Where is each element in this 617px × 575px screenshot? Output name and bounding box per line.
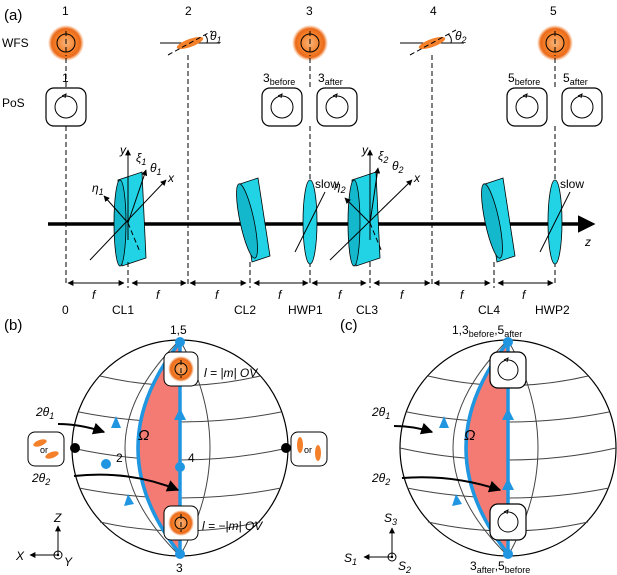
element-label-hwp1: HWP1 bbox=[288, 303, 323, 317]
axis-S1-label: S1 bbox=[344, 551, 357, 567]
sphere-c-arrow-theta2 bbox=[401, 476, 502, 493]
pos-label-5-after: 5after bbox=[563, 71, 588, 87]
pos-label: PoS bbox=[2, 96, 25, 110]
element-label-cl4: CL4 bbox=[478, 303, 500, 317]
half-wave-plate-1 bbox=[294, 179, 326, 265]
sphere-c-arrow-theta1 bbox=[393, 422, 434, 435]
sphere-c bbox=[399, 337, 617, 559]
cl3-y-label: y bbox=[361, 143, 369, 157]
f-label-7: f bbox=[460, 288, 465, 302]
sphere-c-2theta2-label: 2θ2 bbox=[371, 471, 390, 487]
panel-label-b: (b) bbox=[4, 317, 22, 334]
f-label-2: f bbox=[156, 288, 161, 302]
ov-top-label: l = |m| OV bbox=[204, 366, 258, 380]
position-3: 3 bbox=[306, 4, 313, 18]
sphere-c-top-label: 1,3before,5after bbox=[452, 323, 522, 339]
cl3-theta-label: θ2 bbox=[392, 159, 404, 175]
wfs-beam-5 bbox=[537, 25, 573, 61]
sphere-c-omega: Ω bbox=[464, 427, 475, 444]
pos-box-1 bbox=[45, 87, 87, 127]
f-label-1: f bbox=[92, 288, 97, 302]
axis-X-label: X bbox=[15, 549, 25, 563]
f-label-8: f bbox=[522, 288, 527, 302]
f-label-4: f bbox=[278, 288, 283, 302]
pos-label-3-after: 3after bbox=[318, 71, 343, 87]
sphere-b-middle-label: 4 bbox=[188, 451, 195, 465]
origin-label: 0 bbox=[62, 303, 69, 317]
f-label-5: f bbox=[338, 288, 343, 302]
sphere-b-top-label: 1,5 bbox=[170, 323, 187, 337]
cl3-axes bbox=[329, 149, 413, 261]
or-icon-right bbox=[290, 431, 328, 467]
sphere-b-2theta2-label: 2θ2 bbox=[31, 471, 50, 487]
sphere-b-bottom-label: 3 bbox=[176, 561, 183, 575]
element-label-hwp2: HWP2 bbox=[535, 303, 570, 317]
pos-label-5-before: 5before bbox=[508, 71, 540, 87]
f-label-6: f bbox=[400, 288, 405, 302]
sphere-b-2theta1-label: 2θ1 bbox=[35, 405, 54, 421]
sphere-b bbox=[70, 337, 291, 559]
half-wave-plate-2 bbox=[539, 179, 571, 265]
pos-box-5-before bbox=[506, 87, 548, 127]
sphere-c-bottom-label: 3after,5before bbox=[470, 559, 530, 575]
cl1-xi-label: ξ1 bbox=[136, 151, 146, 167]
axis-z-label: z bbox=[584, 235, 591, 249]
wfs-beam-2 bbox=[160, 30, 220, 56]
cl1-eta-label: η1 bbox=[92, 181, 104, 197]
axis-Z-label: Z bbox=[53, 511, 62, 525]
position-4: 4 bbox=[430, 4, 437, 18]
panel-label-a: (a) bbox=[4, 7, 22, 24]
cl3-xi-label: ξ2 bbox=[378, 149, 388, 165]
axis-Y-label: Y bbox=[64, 555, 73, 569]
cl1-y-label: y bbox=[119, 143, 127, 157]
pos-box-5-after bbox=[561, 87, 603, 127]
sphere-c-2theta1-label: 2θ1 bbox=[371, 405, 390, 421]
f-label-3: f bbox=[215, 288, 220, 302]
wfs-label: WFS bbox=[2, 36, 29, 50]
pos-box-3-after bbox=[316, 87, 358, 127]
cl1-axes bbox=[89, 149, 167, 261]
element-label-cl3: CL3 bbox=[356, 303, 378, 317]
pos-box-3-before bbox=[261, 87, 303, 127]
pos-icon-c-top bbox=[489, 351, 527, 389]
theta2-label: θ2 bbox=[455, 29, 467, 45]
sphere-b-left-label: 2 bbox=[116, 451, 123, 465]
sphere-b-arrow-theta2 bbox=[73, 473, 180, 492]
wfs-beam-3 bbox=[292, 25, 328, 61]
hwp1-slow-label: slow bbox=[315, 177, 339, 191]
axis-S2-label: S2 bbox=[398, 559, 411, 575]
cl3-eta-label: η2 bbox=[334, 179, 346, 195]
wfs-beam-1 bbox=[48, 25, 84, 61]
ov-icon-top bbox=[163, 351, 199, 387]
axis-S3-label: S3 bbox=[384, 511, 397, 527]
cl3-x-label: x bbox=[413, 171, 421, 185]
cl1-theta-label: θ1 bbox=[150, 161, 162, 177]
cl1-x-label: x bbox=[167, 171, 175, 185]
position-5: 5 bbox=[550, 4, 557, 18]
axes-b bbox=[29, 525, 63, 560]
or-left-label: or bbox=[40, 445, 48, 455]
ov-bottom-label: l = −|m| OV bbox=[202, 519, 263, 533]
axes-c bbox=[363, 527, 397, 562]
cylindrical-lens-2 bbox=[236, 177, 271, 263]
hwp2-slow-label: slow bbox=[560, 177, 584, 191]
cylindrical-lens-1 bbox=[113, 171, 147, 267]
ov-icon-bottom bbox=[163, 505, 199, 541]
position-1: 1 bbox=[62, 4, 69, 18]
wfs-beam-4 bbox=[400, 29, 464, 56]
theta1-label: θ1 bbox=[210, 29, 222, 45]
f-distance-markers bbox=[67, 262, 554, 288]
cylindrical-lens-4 bbox=[481, 177, 516, 263]
sphere-b-arrow-theta1 bbox=[57, 422, 106, 435]
pos-icon-c-bottom bbox=[489, 503, 527, 541]
position-2: 2 bbox=[185, 4, 192, 18]
or-right-label: or bbox=[304, 445, 312, 455]
element-label-cl2: CL2 bbox=[234, 303, 256, 317]
panel-label-c: (c) bbox=[340, 317, 358, 334]
pos-label-3-before: 3before bbox=[263, 71, 295, 87]
element-label-cl1: CL1 bbox=[112, 303, 134, 317]
sphere-b-omega: Ω bbox=[138, 427, 149, 444]
or-icon-left bbox=[27, 431, 65, 467]
